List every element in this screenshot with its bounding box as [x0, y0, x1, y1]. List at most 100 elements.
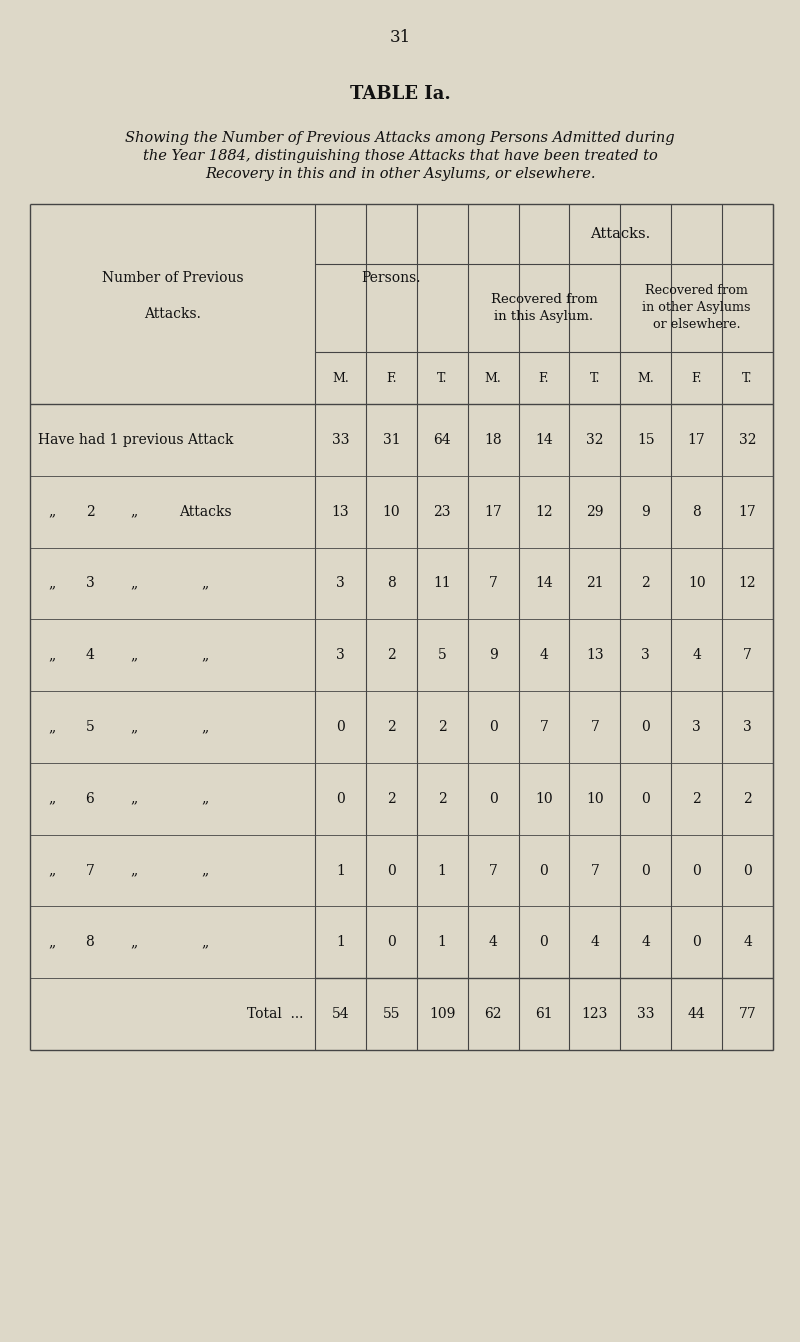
Text: „: „	[48, 721, 55, 734]
Text: 33: 33	[332, 433, 349, 447]
Text: 2: 2	[387, 648, 396, 662]
Text: 54: 54	[332, 1006, 350, 1021]
Text: 5: 5	[438, 648, 446, 662]
Text: 4: 4	[692, 648, 701, 662]
Text: „: „	[130, 792, 138, 805]
Text: 55: 55	[382, 1006, 400, 1021]
Text: 0: 0	[387, 863, 396, 878]
Text: 3: 3	[692, 721, 701, 734]
Text: 7: 7	[743, 648, 752, 662]
Text: F.: F.	[386, 372, 397, 385]
Text: 44: 44	[688, 1006, 706, 1021]
Text: 8: 8	[86, 935, 94, 949]
Text: M.: M.	[332, 372, 349, 385]
Text: 32: 32	[586, 433, 604, 447]
Text: „: „	[48, 935, 55, 949]
Text: 0: 0	[743, 863, 752, 878]
Text: 4: 4	[642, 935, 650, 949]
Text: Number of Previous

Attacks.: Number of Previous Attacks.	[102, 271, 243, 321]
Text: 2: 2	[743, 792, 752, 805]
Text: 2: 2	[438, 792, 446, 805]
Text: M.: M.	[485, 372, 502, 385]
Text: the Year 1884, distinguishing those Attacks that have been treated to: the Year 1884, distinguishing those Atta…	[142, 149, 658, 162]
Text: T.: T.	[437, 372, 447, 385]
Text: Recovered from
in this Asylum.: Recovered from in this Asylum.	[490, 293, 598, 323]
Text: 10: 10	[688, 577, 706, 590]
Text: „: „	[130, 935, 138, 949]
Text: 5: 5	[86, 721, 94, 734]
Text: 4: 4	[743, 935, 752, 949]
Text: 7: 7	[489, 577, 498, 590]
Text: 2: 2	[438, 721, 446, 734]
Text: 0: 0	[642, 721, 650, 734]
Text: 29: 29	[586, 505, 604, 518]
Text: 0: 0	[336, 792, 345, 805]
Text: T.: T.	[742, 372, 753, 385]
Text: 0: 0	[642, 792, 650, 805]
Text: 4: 4	[86, 648, 94, 662]
Text: 32: 32	[739, 433, 756, 447]
Text: 9: 9	[489, 648, 498, 662]
Text: Persons.: Persons.	[362, 271, 421, 285]
Text: 2: 2	[642, 577, 650, 590]
Text: 10: 10	[382, 505, 400, 518]
Text: 62: 62	[484, 1006, 502, 1021]
Text: 12: 12	[738, 577, 756, 590]
Text: „: „	[202, 721, 209, 734]
Text: 1: 1	[336, 863, 345, 878]
Text: 1: 1	[438, 863, 446, 878]
Text: 14: 14	[535, 433, 553, 447]
Text: 2: 2	[387, 721, 396, 734]
Text: „: „	[130, 577, 138, 590]
Text: 4: 4	[539, 648, 549, 662]
Text: 3: 3	[743, 721, 752, 734]
Text: 4: 4	[590, 935, 599, 949]
Text: 10: 10	[535, 792, 553, 805]
Text: 61: 61	[535, 1006, 553, 1021]
Text: 13: 13	[332, 505, 350, 518]
Text: 109: 109	[429, 1006, 455, 1021]
Text: 0: 0	[489, 792, 498, 805]
Text: „: „	[48, 648, 55, 662]
Text: 9: 9	[642, 505, 650, 518]
Text: 7: 7	[489, 863, 498, 878]
Text: „: „	[202, 935, 209, 949]
Text: 21: 21	[586, 577, 604, 590]
Text: 0: 0	[387, 935, 396, 949]
Text: 17: 17	[688, 433, 706, 447]
Text: 8: 8	[387, 577, 396, 590]
Text: Recovery in this and in other Asylums, or elsewhere.: Recovery in this and in other Asylums, o…	[205, 166, 595, 181]
Text: „: „	[48, 577, 55, 590]
Text: 17: 17	[484, 505, 502, 518]
Text: 7: 7	[590, 863, 599, 878]
Text: 1: 1	[336, 935, 345, 949]
Text: M.: M.	[638, 372, 654, 385]
Text: 7: 7	[86, 863, 94, 878]
Text: 11: 11	[434, 577, 451, 590]
Text: 7: 7	[590, 721, 599, 734]
Text: 0: 0	[692, 863, 701, 878]
Text: F.: F.	[691, 372, 702, 385]
Text: 17: 17	[738, 505, 757, 518]
Text: 15: 15	[637, 433, 654, 447]
Text: Have had 1 previous Attack: Have had 1 previous Attack	[38, 433, 234, 447]
Text: Total  ...: Total ...	[246, 1006, 303, 1021]
Text: 33: 33	[637, 1006, 654, 1021]
Text: 0: 0	[540, 863, 548, 878]
Text: „: „	[202, 792, 209, 805]
Text: „: „	[202, 577, 209, 590]
Text: TABLE Ia.: TABLE Ia.	[350, 85, 450, 103]
Text: „: „	[48, 863, 55, 878]
Text: 8: 8	[692, 505, 701, 518]
Text: 31: 31	[382, 433, 400, 447]
Text: 0: 0	[692, 935, 701, 949]
Text: „: „	[130, 721, 138, 734]
Text: Attacks.: Attacks.	[590, 227, 650, 242]
Text: Recovered from
in other Asylums
or elsewhere.: Recovered from in other Asylums or elsew…	[642, 285, 751, 331]
Text: „: „	[202, 648, 209, 662]
Text: 23: 23	[434, 505, 451, 518]
Text: 123: 123	[582, 1006, 608, 1021]
Text: 0: 0	[540, 935, 548, 949]
Text: 12: 12	[535, 505, 553, 518]
Text: „: „	[48, 792, 55, 805]
